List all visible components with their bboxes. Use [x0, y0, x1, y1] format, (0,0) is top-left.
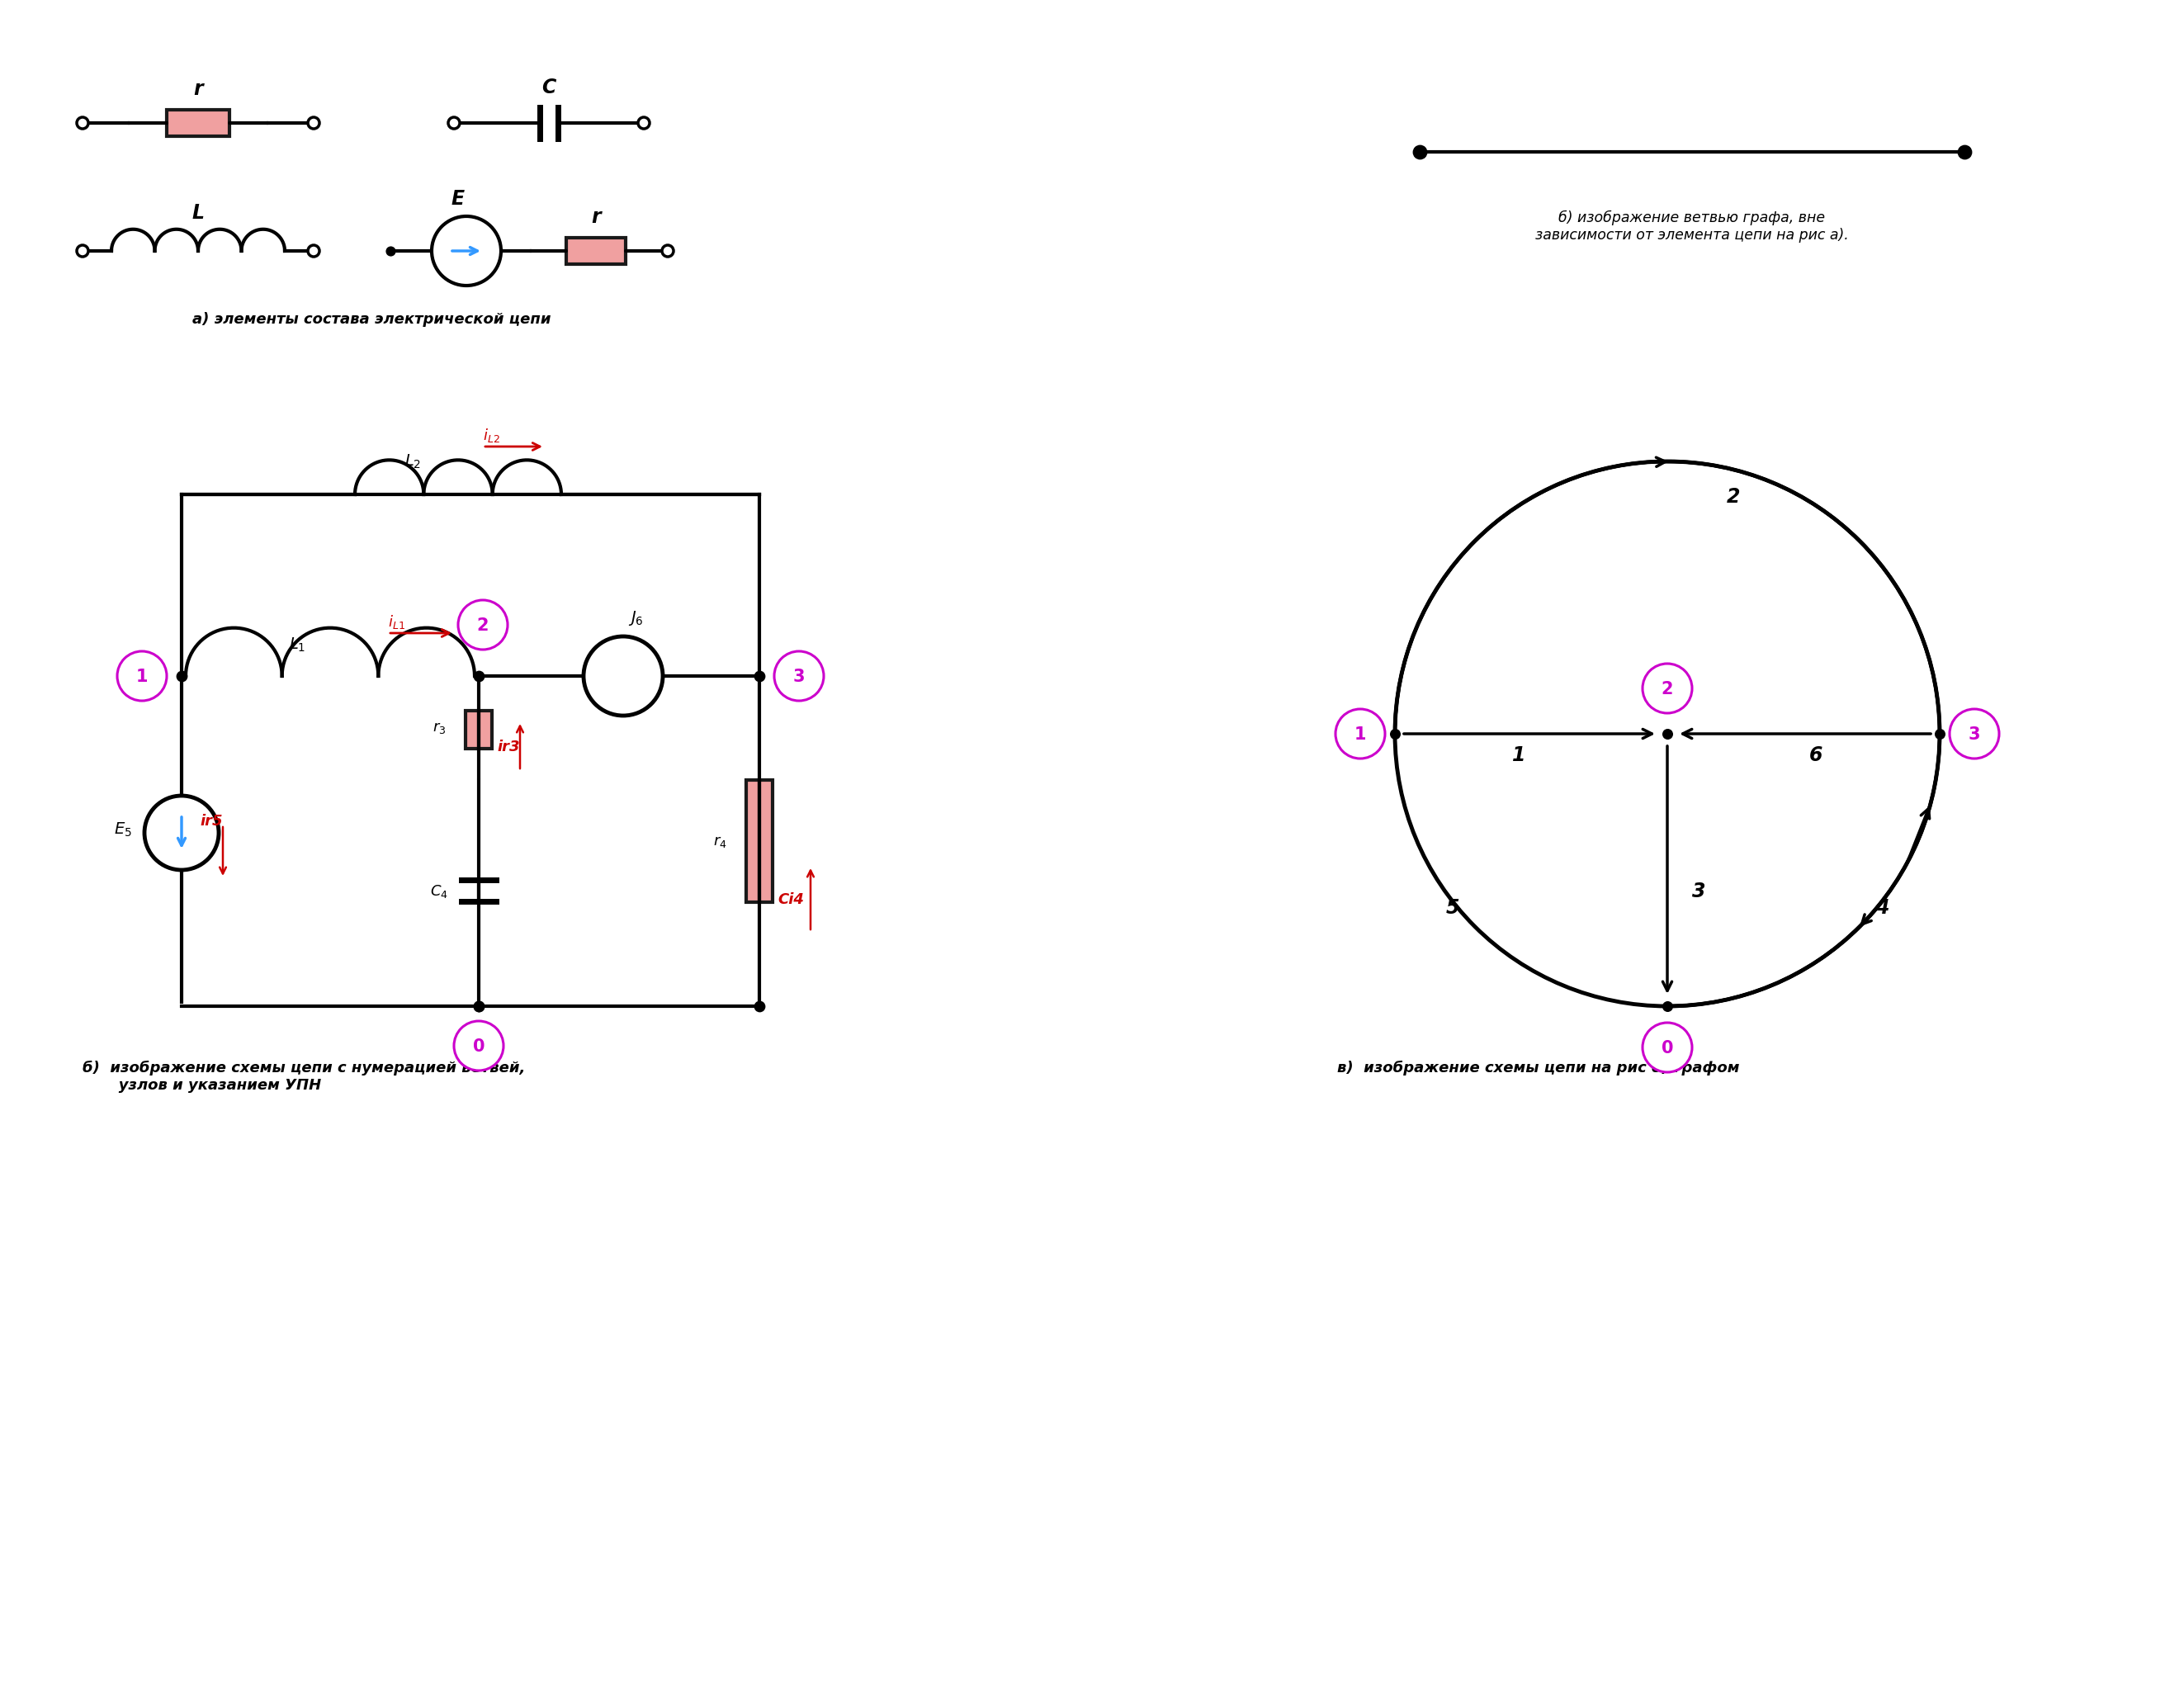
Point	[461, 993, 496, 1020]
Circle shape	[662, 246, 673, 257]
Text: $L_2$: $L_2$	[404, 453, 422, 470]
Text: б) изображение ветвью графа, вне
зависимости от элемента цепи на рис а).: б) изображение ветвью графа, вне зависим…	[1535, 210, 1850, 242]
Circle shape	[1642, 1023, 1693, 1072]
Point	[164, 663, 199, 690]
Text: ir3: ir3	[498, 739, 520, 754]
Circle shape	[773, 651, 823, 702]
Text: 3: 3	[793, 668, 806, 685]
Circle shape	[638, 118, 649, 130]
Text: 6: 6	[1808, 746, 1824, 764]
Text: $L_1$: $L_1$	[288, 636, 306, 653]
Bar	[465, 712, 491, 749]
Text: $E_5$: $E_5$	[114, 820, 131, 838]
Point	[1649, 720, 1684, 747]
Text: ir5: ir5	[199, 813, 223, 828]
Text: $C_4$: $C_4$	[430, 884, 448, 899]
Text: 0: 0	[1662, 1040, 1673, 1055]
Text: 2: 2	[1728, 486, 1741, 507]
Text: 1: 1	[1354, 725, 1367, 742]
Point	[461, 993, 496, 1020]
Circle shape	[308, 246, 319, 257]
Bar	[747, 781, 773, 902]
Text: $i_{L1}$: $i_{L1}$	[389, 613, 406, 631]
Text: 5: 5	[1446, 897, 1459, 917]
Text: 1: 1	[135, 668, 149, 685]
Point	[1946, 140, 1981, 167]
Circle shape	[583, 636, 662, 715]
Circle shape	[118, 651, 166, 702]
Point	[1922, 720, 1957, 747]
Circle shape	[76, 118, 87, 130]
Circle shape	[144, 796, 218, 870]
Circle shape	[76, 246, 87, 257]
Text: $r_3$: $r_3$	[432, 720, 446, 735]
Circle shape	[1396, 463, 1939, 1006]
Text: r: r	[592, 207, 601, 227]
Point	[743, 663, 778, 690]
Point	[743, 993, 778, 1020]
Text: E: E	[452, 188, 465, 209]
Text: r: r	[194, 79, 203, 99]
Text: 2: 2	[1662, 680, 1673, 697]
Text: 2: 2	[476, 618, 489, 633]
Text: 4: 4	[1876, 897, 1889, 917]
Point	[373, 239, 408, 266]
Circle shape	[1334, 710, 1385, 759]
Bar	[166, 111, 229, 136]
Text: 3: 3	[1968, 725, 1981, 742]
Circle shape	[308, 118, 319, 130]
Text: C: C	[542, 77, 557, 98]
Circle shape	[1642, 665, 1693, 714]
Text: б)  изображение схемы цепи с нумерацией ветвей,
       узлов и указанием УПН: б) изображение схемы цепи с нумерацией в…	[83, 1060, 526, 1092]
Text: $i_{L2}$: $i_{L2}$	[483, 426, 500, 444]
Circle shape	[448, 118, 461, 130]
Text: L: L	[192, 204, 205, 222]
Circle shape	[1950, 710, 1998, 759]
Point	[1649, 993, 1684, 1020]
Circle shape	[432, 217, 500, 286]
Text: 0: 0	[472, 1038, 485, 1054]
Text: 1: 1	[1511, 746, 1527, 764]
Point	[1402, 140, 1437, 167]
Text: $r_4$: $r_4$	[712, 835, 727, 848]
Point	[461, 663, 496, 690]
Text: 3: 3	[1693, 882, 1706, 900]
Text: а) элементы состава электрической цепи: а) элементы состава электрической цепи	[192, 311, 550, 327]
Point	[1378, 720, 1413, 747]
Bar	[566, 239, 625, 264]
Text: $J_6$: $J_6$	[627, 609, 644, 628]
Text: Ci4: Ci4	[778, 892, 804, 907]
Text: в)  изображение схемы цепи на рис б) графом: в) изображение схемы цепи на рис б) граф…	[1337, 1060, 1738, 1075]
Circle shape	[454, 1022, 505, 1070]
Circle shape	[459, 601, 507, 650]
